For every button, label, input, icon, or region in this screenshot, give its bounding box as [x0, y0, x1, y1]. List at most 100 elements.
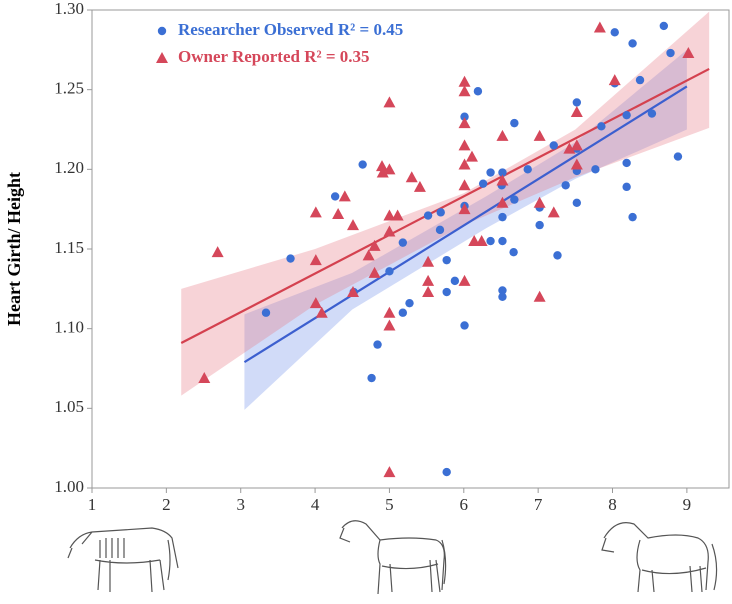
- circle-point: [435, 225, 445, 235]
- circle-point: [478, 179, 488, 188]
- triangle-point: [570, 158, 583, 170]
- circle-point: [498, 212, 507, 222]
- y-tick-label: 1.00: [54, 477, 84, 496]
- triangle-point: [383, 96, 396, 108]
- circle-point: [561, 181, 570, 190]
- triangle-point: [422, 255, 435, 267]
- x-tick-label: 3: [236, 495, 245, 514]
- circle-point: [572, 98, 582, 107]
- circle-point: [666, 48, 675, 58]
- triangle-point: [315, 306, 328, 318]
- triangle-point: [458, 117, 471, 129]
- triangle-point: [347, 219, 359, 231]
- triangle-point: [593, 21, 606, 33]
- y-tick-label: 1.25: [54, 79, 84, 98]
- triangle-point: [682, 47, 695, 59]
- triangle-point: [405, 171, 418, 183]
- circle-point: [436, 208, 445, 217]
- circle-point: [460, 112, 469, 121]
- triangle-point: [496, 174, 509, 186]
- y-tick-label: 1.30: [54, 0, 84, 18]
- legend-entry: Owner Reported R² = 0.35: [156, 47, 370, 66]
- triangle-point: [458, 158, 471, 170]
- x-tick-label: 7: [534, 495, 543, 514]
- triangle-point: [309, 297, 322, 309]
- circle-point: [286, 254, 295, 263]
- x-tick-label: 9: [683, 495, 692, 514]
- circle-point: [498, 236, 507, 246]
- triangle-point: [533, 196, 546, 208]
- triangle-point: [422, 274, 435, 286]
- triangle-point: [156, 52, 168, 63]
- circle-point: [591, 165, 600, 174]
- y-tick-label: 1.05: [54, 397, 84, 416]
- triangle-point: [533, 129, 546, 141]
- circle-point: [572, 198, 582, 207]
- triangle-point: [376, 166, 389, 178]
- circle-point: [647, 109, 657, 118]
- confidence-band: [181, 11, 710, 396]
- triangle-point: [570, 139, 583, 151]
- triangle-point: [368, 266, 381, 278]
- triangle-point: [383, 225, 396, 237]
- triangle-point: [547, 206, 560, 218]
- legend-label: Researcher Observed R² = 0.45: [178, 20, 403, 39]
- x-tick-label: 8: [608, 495, 617, 514]
- circle-point: [509, 247, 518, 257]
- triangle-point: [391, 209, 404, 221]
- triangle-point: [198, 372, 211, 384]
- x-tick-label: 2: [162, 495, 171, 514]
- triangle-point: [383, 209, 396, 221]
- triangle-point: [383, 319, 396, 331]
- triangle-point: [332, 207, 345, 219]
- plot-area: 1.00 1.05 1.10 1.15 1.20 1.25 1.30 1 2 3 4 5 6 7 8 9 Res…: [54, 0, 730, 514]
- circle-point: [498, 286, 507, 295]
- circle-point: [510, 118, 519, 128]
- x-tick-label: 5: [385, 495, 394, 514]
- circle-point: [498, 292, 507, 301]
- circle-point: [628, 39, 637, 48]
- horse-medium: [339, 520, 447, 595]
- triangle-point: [362, 249, 375, 261]
- circle-point: [398, 238, 408, 247]
- triangle-point: [458, 75, 471, 87]
- circle-point: [486, 236, 495, 246]
- circle-point: [622, 158, 631, 168]
- triangle-point: [309, 254, 322, 266]
- triangle-point: [338, 190, 351, 202]
- circle-point: [358, 160, 367, 169]
- triangle-point: [458, 85, 471, 97]
- triangle-point: [533, 290, 546, 302]
- circle-point: [261, 308, 271, 317]
- triangle-point: [383, 306, 396, 318]
- horse-thin: [67, 527, 179, 593]
- circle-point: [157, 26, 167, 36]
- triangle-point: [458, 203, 471, 215]
- triangle-point: [570, 105, 583, 117]
- triangle-point: [383, 466, 396, 478]
- legend-entry: Researcher Observed R² = 0.45: [157, 20, 403, 39]
- y-tick-label: 1.15: [54, 238, 84, 257]
- circle-point: [628, 212, 637, 222]
- triangle-point: [376, 160, 388, 172]
- y-axis-label: Heart Girth/ Height: [4, 172, 24, 326]
- triangle-point: [475, 235, 488, 247]
- triangle-point: [465, 150, 478, 162]
- triangle-point: [458, 139, 471, 151]
- triangle-point: [496, 129, 509, 141]
- horse-heavy: [601, 522, 718, 593]
- legend-label: Owner Reported R² = 0.35: [178, 47, 370, 66]
- triangle-point: [211, 246, 224, 258]
- triangle-point: [347, 286, 359, 298]
- circle-point: [659, 21, 669, 31]
- circle-point: [473, 87, 483, 96]
- circle-point: [498, 168, 507, 177]
- fit-line: [180, 67, 710, 344]
- circle-point: [549, 141, 558, 150]
- x-tick-label: 4: [311, 495, 320, 514]
- triangle-point: [458, 179, 471, 191]
- circle-point: [486, 168, 495, 177]
- circle-point: [405, 298, 414, 308]
- circle-point: [523, 165, 532, 174]
